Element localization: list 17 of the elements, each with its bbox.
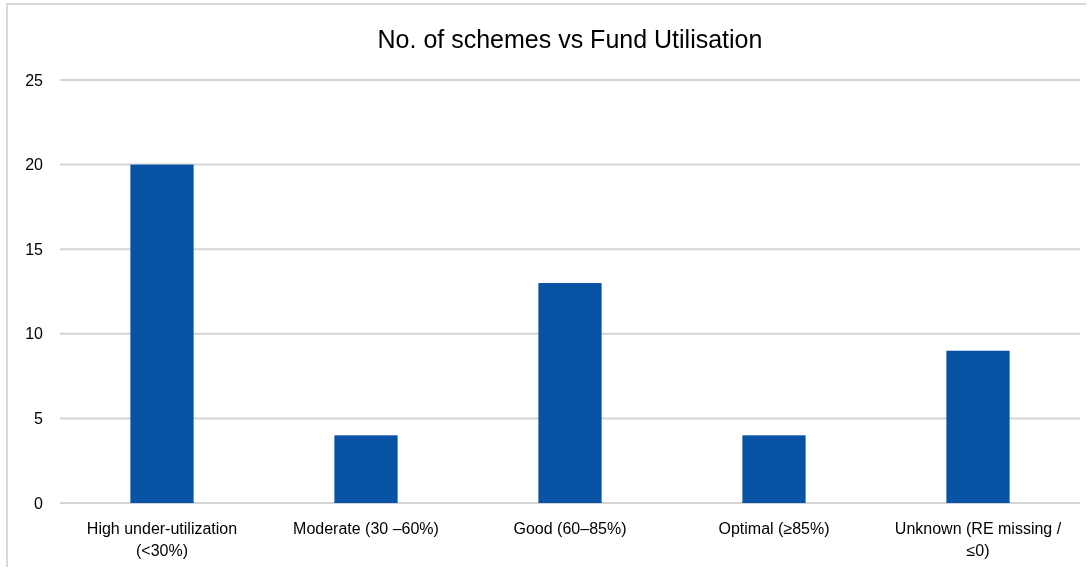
y-tick-label: 0 xyxy=(34,494,44,512)
chart-title: No. of schemes vs Fund Utilisation xyxy=(377,25,763,53)
y-tick-label: 15 xyxy=(25,240,44,258)
bar xyxy=(334,435,398,503)
bar xyxy=(130,164,194,503)
x-tick-label: Unknown (RE missing / ≤0) xyxy=(894,520,1062,559)
y-tick-label: 25 xyxy=(25,71,44,89)
bar xyxy=(742,435,806,503)
bar xyxy=(538,283,602,503)
x-tick-label: Optimal (≥85%) xyxy=(718,520,830,537)
bar xyxy=(946,350,1010,503)
x-tick-label: Moderate (30 –60%) xyxy=(293,520,439,537)
y-tick-label: 20 xyxy=(25,156,44,174)
x-tick-label: Good (60–85%) xyxy=(513,520,627,537)
x-tick-label: High under-utilization (<30%) xyxy=(86,520,238,559)
y-tick-label: 10 xyxy=(25,325,44,343)
y-tick-label: 5 xyxy=(34,410,44,427)
